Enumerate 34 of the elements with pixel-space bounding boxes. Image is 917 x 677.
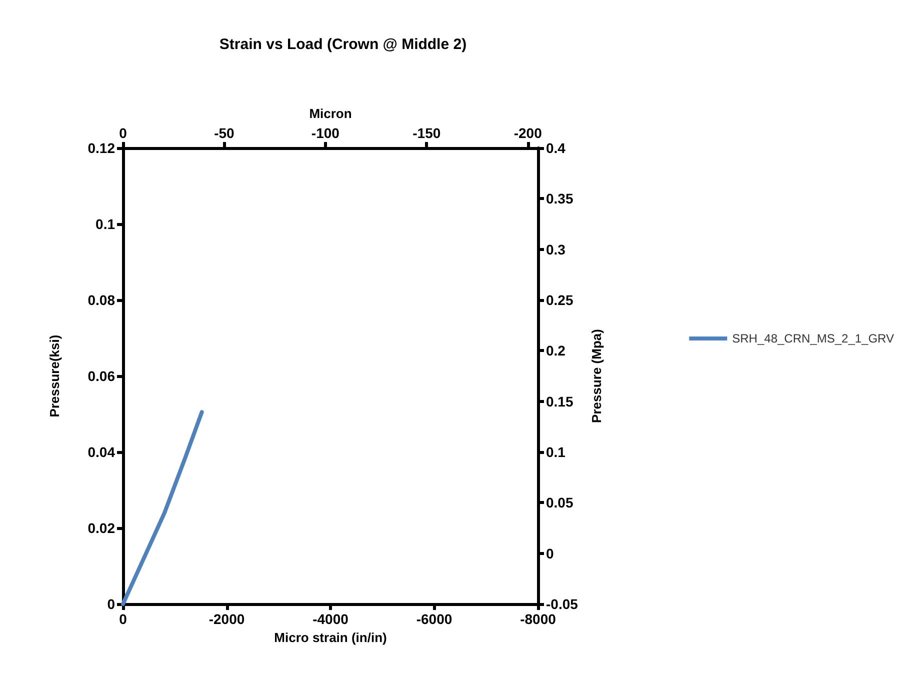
x2-tick-label: 0 <box>119 125 128 141</box>
x-axis-title: Micro strain (in/in) <box>274 630 387 645</box>
x2-tick-label: -150 <box>412 125 441 141</box>
y2-tick-label: 0.1 <box>546 444 566 460</box>
y-tick-label: 0.12 <box>88 140 116 156</box>
x-tick-label: -8000 <box>520 611 556 627</box>
y2-tick-label: -0.05 <box>546 596 578 612</box>
y-axis-title: Pressure(ksi) <box>47 334 62 418</box>
x2-tick-label: -100 <box>311 125 340 141</box>
line-series <box>121 410 204 606</box>
x2-tick-label: -200 <box>514 125 542 141</box>
y-tick-label: 0.1 <box>96 216 116 232</box>
y-tick-label: 0.04 <box>88 444 116 460</box>
x-tick-label: -6000 <box>416 611 452 627</box>
y-tick-label: 0.08 <box>88 292 116 308</box>
x-tick-label: -4000 <box>312 611 349 627</box>
x-tick-label: 0 <box>119 611 128 627</box>
y2-tick-label: 0.05 <box>546 494 574 511</box>
y2-tick-label: 0.4 <box>546 140 566 156</box>
y-tick-label: 0.02 <box>88 520 116 536</box>
y2-tick-label: 0.2 <box>546 342 566 359</box>
y2-tick-label: 0.3 <box>546 241 566 258</box>
legend-label: SRH_48_CRN_MS_2_1_GRV <box>732 332 894 346</box>
y-tick-label: 0.06 <box>88 368 116 384</box>
y2-tick-label: 0.15 <box>546 393 574 410</box>
y-tick-label: 0 <box>107 596 116 612</box>
y2-tick-label: 0.35 <box>546 190 574 207</box>
x-tick-label: -2000 <box>208 611 245 627</box>
x2-tick-label: -50 <box>214 125 235 141</box>
y2-tick-label: 0.25 <box>546 292 574 308</box>
chart-title: Strain vs Load (Crown @ Middle 2) <box>219 36 467 53</box>
y2-axis-title: Pressure (Mpa) <box>589 329 604 423</box>
x2-axis-title: Micron <box>309 106 352 121</box>
y2-tick-label: 0 <box>546 545 554 562</box>
